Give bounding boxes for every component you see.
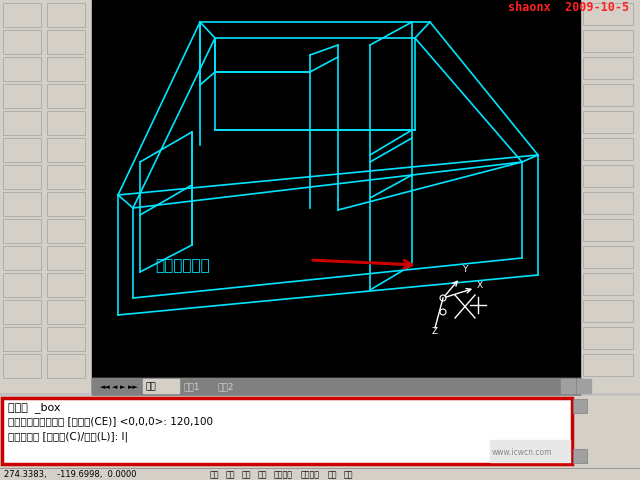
Bar [3,57,41,81]
Bar [47,327,85,351]
Bar [583,354,633,376]
Text: 对象捕捉: 对象捕捉 [274,470,293,479]
Text: 极轴: 极轴 [258,470,268,479]
Bar [0,468,640,480]
Text: 模型: 模型 [344,470,353,479]
Bar [583,111,633,133]
Bar [490,440,570,462]
Bar [577,379,591,393]
Bar [3,3,41,27]
Bar [583,273,633,295]
Text: 274.3383,    -119.6998,  0.0000: 274.3383, -119.6998, 0.0000 [4,470,136,479]
Bar [3,219,41,243]
Text: 栅格: 栅格 [226,470,236,479]
Text: www.icwcn.com: www.icwcn.com [492,448,552,457]
Text: 捕捉: 捕捉 [210,470,220,479]
Text: X: X [477,281,483,290]
Bar [3,273,41,297]
Bar [47,57,85,81]
Bar [92,0,580,392]
Bar [583,3,633,25]
Text: 模型: 模型 [146,382,157,391]
Bar [47,273,85,297]
Text: 对象追踪: 对象追踪 [301,470,320,479]
Text: ►►: ►► [128,384,139,390]
Bar [47,354,85,378]
Bar [3,354,41,378]
Text: ◄◄: ◄◄ [100,384,111,390]
Bar [583,192,633,214]
Text: Z: Z [432,327,438,336]
Bar [143,379,179,393]
Bar [583,219,633,241]
Bar [47,192,85,216]
Text: 布屈1: 布屈1 [183,382,200,391]
Bar [3,165,41,189]
Bar [583,138,633,160]
Bar [580,0,640,392]
Bar [572,398,640,464]
Bar [47,111,85,135]
Bar [47,300,85,324]
Bar [583,165,633,187]
Bar [0,396,640,468]
Text: 线宽: 线宽 [328,470,337,479]
Bar [583,300,633,322]
Bar [2,398,572,464]
Bar [573,449,587,463]
Bar [47,138,85,162]
Bar [92,378,580,394]
Bar [2,398,572,464]
Bar [47,165,85,189]
Bar [583,327,633,349]
Bar [3,192,41,216]
Bar [3,84,41,108]
Bar [47,30,85,54]
Bar [3,138,41,162]
Bar [3,246,41,270]
Bar [47,3,85,27]
Bar [3,111,41,135]
Bar [583,30,633,52]
Bar [3,30,41,54]
Bar [47,246,85,270]
Text: 长方体的角点: 长方体的角点 [155,258,210,273]
Text: shaonx  2009-10-5: shaonx 2009-10-5 [508,1,629,14]
Bar [3,300,41,324]
Text: Y: Y [462,265,467,274]
Text: 指定角点或 [立方体(C)/长度(L)]: l|: 指定角点或 [立方体(C)/长度(L)]: l| [8,432,128,443]
Text: ◄: ◄ [112,384,117,390]
Bar [573,399,587,413]
Text: 指定长方体的角点或 [中心点(CE)] <0,0,0>: 120,100: 指定长方体的角点或 [中心点(CE)] <0,0,0>: 120,100 [8,416,213,426]
Text: 布屈2: 布屈2 [218,382,234,391]
Bar [92,378,580,396]
Bar [3,327,41,351]
Bar [583,246,633,268]
Bar [561,379,575,393]
Bar [47,219,85,243]
Bar [0,0,92,392]
Bar [583,57,633,79]
Text: ►: ► [120,384,125,390]
Bar [583,84,633,106]
Text: 命令：  _box: 命令： _box [8,402,61,413]
Text: 正交: 正交 [242,470,252,479]
Bar [47,84,85,108]
